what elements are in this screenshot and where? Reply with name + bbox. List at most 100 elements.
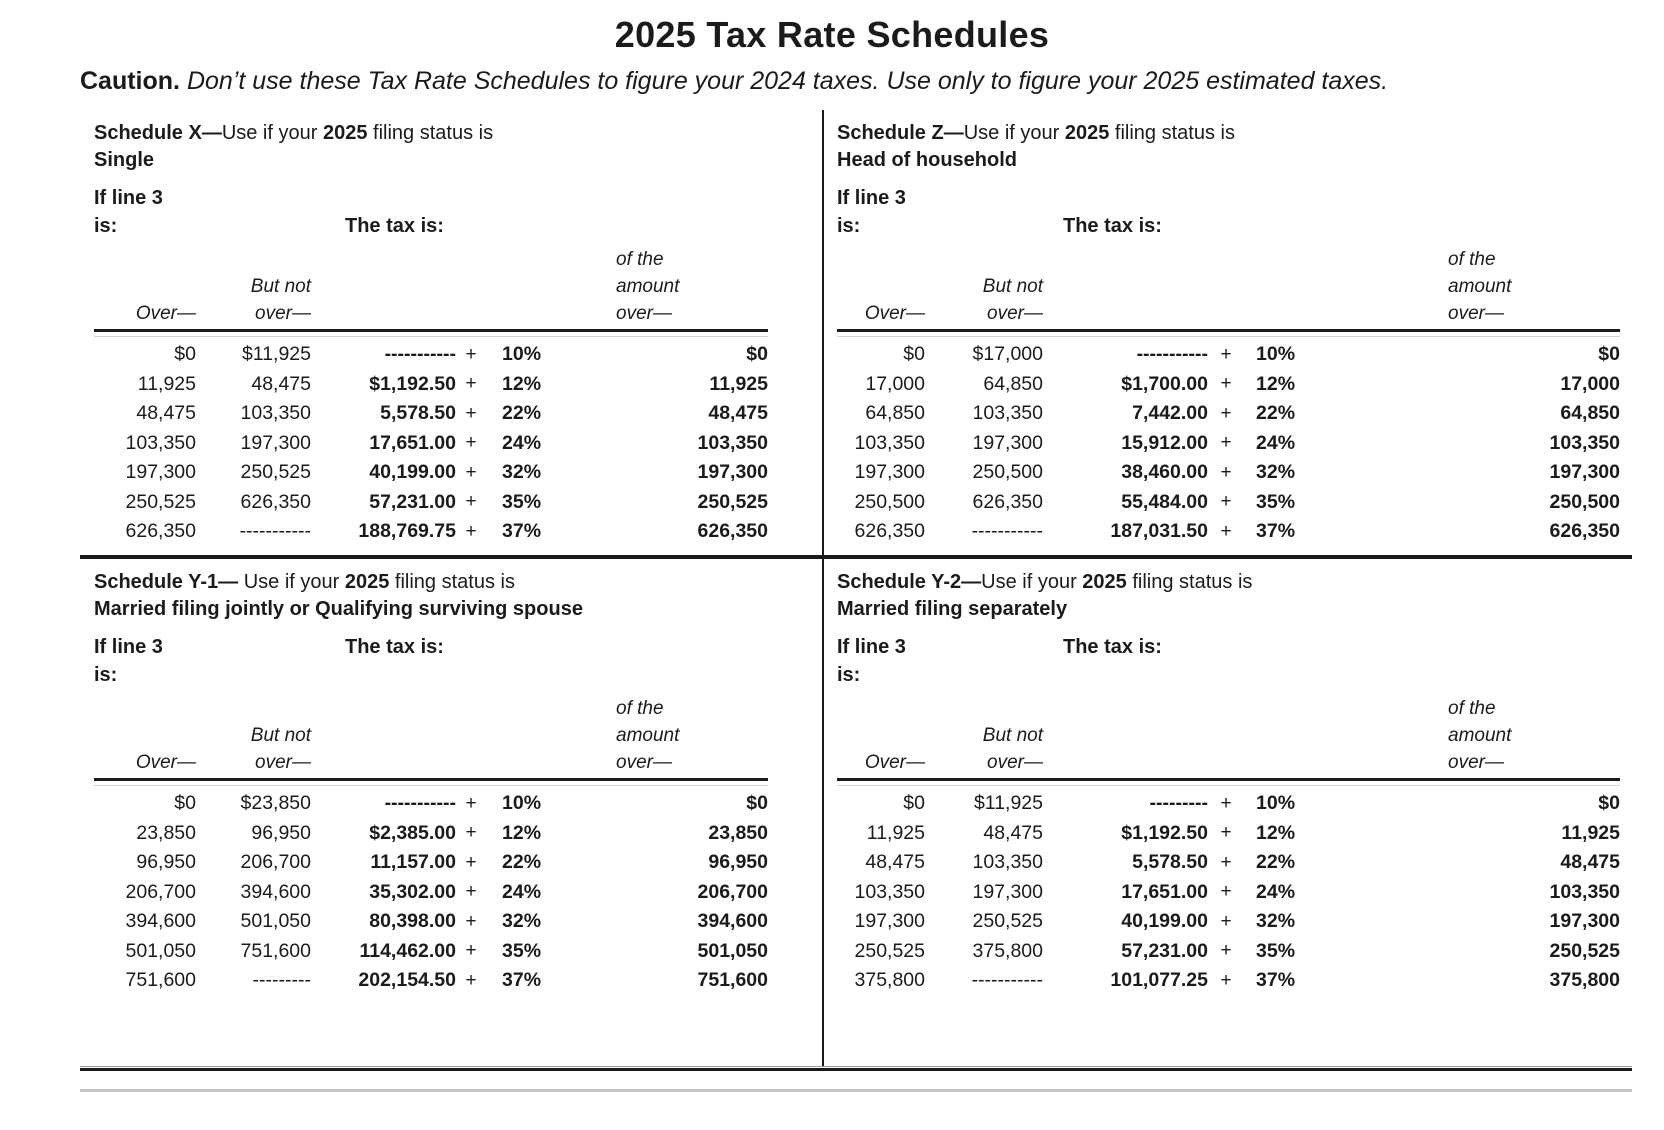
cell-plus: + [1220,881,1232,903]
cell-rate: 32% [1256,461,1296,484]
cell-amount-over: 375,800 [1549,969,1621,992]
heading-year: 2025 [1082,571,1127,593]
amount-line2: amount [1448,725,1512,746]
schedule-heading: Schedule Y-2—Use if your 2025 filing sta… [837,569,1620,623]
but-not-header: But not over— [925,722,1043,776]
cell-amount-over: 48,475 [1560,851,1620,874]
cell-rate: 24% [502,431,542,454]
amount-line3: over— [616,303,672,324]
cell-amount-over: $0 [746,792,768,815]
cell-over: 103,350 [854,431,926,454]
cell-but-not: 197,300 [972,880,1044,903]
tax-bracket-row: 626,350 ----------- 187,031.50 + 37% 626… [837,517,1621,547]
but-not-header: But not over— [196,273,311,327]
cell-over: $0 [174,792,196,815]
tax-bracket-row: 501,050 751,600 114,462.00 + 35% 501,050 [94,937,769,967]
schedule-panel: Schedule X—Use if your 2025 filing statu… [80,110,822,555]
cell-plus: + [465,343,477,365]
cell-over: 103,350 [854,880,926,903]
amount-line2: amount [616,276,680,297]
schedule-heading: Schedule Z—Use if your 2025 filing statu… [837,120,1620,174]
tax-bracket-row: $0 $11,925 --------- + 10% $0 [837,789,1620,819]
cell-rate: 37% [1256,520,1296,543]
cell-over: $0 [174,343,196,366]
tax-bracket-row: 23,850 96,950 $2,385.00 + 12% 23,850 [94,819,768,849]
cell-but-not: 64,850 [983,372,1043,395]
schedule-heading-line: Schedule Y-1— Use if your 2025 filing st… [94,569,768,596]
if-line3-line2: is: [837,215,861,237]
amount-line1: of the [1448,698,1496,719]
amount-over-header: of the amount over— [1448,695,1620,776]
cell-plus: + [1220,432,1232,454]
cell-rate: 32% [502,910,542,933]
tax-bracket-row: 751,600 --------- 202,154.50 + 37% 751,6… [94,966,769,996]
cell-amount-over: 103,350 [1549,431,1621,454]
header-rule [837,778,1620,786]
cell-rate: 24% [1256,880,1296,903]
cell-but-not: 751,600 [240,939,312,962]
tax-bracket-row: 17,000 64,850 $1,700.00 + 12% 17,000 [837,370,1620,400]
schedule-heading-line: Schedule Y-2—Use if your 2025 filing sta… [837,569,1620,596]
bracket-rows: $0 $11,925 ----------- + 10% $0 11,925 4… [94,340,769,547]
cell-but-not: 48,475 [983,821,1043,844]
cell-rate: 24% [1256,431,1296,454]
cell-amount-over: 394,600 [697,910,769,933]
cell-plus: + [1220,822,1232,844]
cell-rate: 12% [1256,372,1296,395]
column-headers: Over— But not over— of the amount over— [94,695,768,776]
cell-amount-over: $0 [746,343,768,366]
filing-status: Married filing separately [837,598,1068,620]
tax-is-label: The tax is: [1063,636,1162,658]
tax-bracket-row: 206,700 394,600 35,302.00 + 24% 206,700 [94,878,769,908]
cell-but-not: 250,525 [240,461,312,484]
cell-amount-over: 64,850 [1560,402,1620,425]
cell-but-not: ----------- [971,969,1043,992]
cell-rate: 35% [1256,939,1296,962]
tax-bracket-row: 103,350 197,300 17,651.00 + 24% 103,350 [837,878,1621,908]
cell-tax: $1,192.50 [1121,821,1208,844]
cell-tax: 5,578.50 [380,402,456,425]
schedule-heading-line: Schedule Z—Use if your 2025 filing statu… [837,120,1620,147]
but-not-line2: over— [255,752,311,773]
if-line3-label: If line 3 is: [94,633,345,689]
cell-tax: 187,031.50 [1110,520,1208,543]
heading-text: filing status is [1126,571,1253,593]
but-not-line2: over— [987,303,1043,324]
filing-status: Head of household [837,149,1017,171]
cell-tax: --------- [1149,792,1208,815]
cell-over: 17,000 [865,372,925,395]
tax-bracket-row: 48,475 103,350 5,578.50 + 22% 48,475 [837,848,1620,878]
cell-but-not: 501,050 [240,910,312,933]
cell-plus: + [465,520,477,542]
if-line3-line1: If line 3 [94,187,163,209]
if-line3-line2: is: [837,664,861,686]
cell-plus: + [1220,940,1232,962]
cell-tax: $2,385.00 [369,821,456,844]
cell-over: 48,475 [865,851,925,874]
tax-bracket-row: 626,350 ----------- 188,769.75 + 37% 626… [94,517,769,547]
but-not-line2: over— [987,752,1043,773]
cell-over: 250,525 [854,939,926,962]
cell-rate: 35% [502,490,542,513]
if-line3-line1: If line 3 [837,636,906,658]
heading-year: 2025 [1064,122,1110,144]
cell-rate: 22% [502,402,542,425]
cell-amount-over: 11,925 [1561,821,1620,844]
tax-bracket-row: 11,925 48,475 $1,192.50 + 12% 11,925 [837,819,1620,849]
caution-note: Caution. Don’t use these Tax Rate Schedu… [80,66,1632,96]
cell-plus: + [465,851,477,873]
cell-but-not: $23,850 [240,792,312,815]
column-headers: Over— But not over— of the amount over— [837,695,1620,776]
but-not-line1: But not [982,725,1043,746]
schedule-name: Schedule Y-1— [94,571,239,593]
cell-over: 250,525 [125,490,197,513]
tax-bracket-row: 103,350 197,300 15,912.00 + 24% 103,350 [837,429,1621,459]
but-not-line2: over— [255,303,311,324]
cell-tax: 57,231.00 [1121,939,1208,962]
heading-text: filing status is [367,122,494,144]
cell-plus: + [465,373,477,395]
cell-but-not: ----------- [971,520,1043,543]
amount-line3: over— [1448,303,1504,324]
cell-rate: 32% [1256,910,1296,933]
tax-bracket-row: 197,300 250,500 38,460.00 + 32% 197,300 [837,458,1621,488]
